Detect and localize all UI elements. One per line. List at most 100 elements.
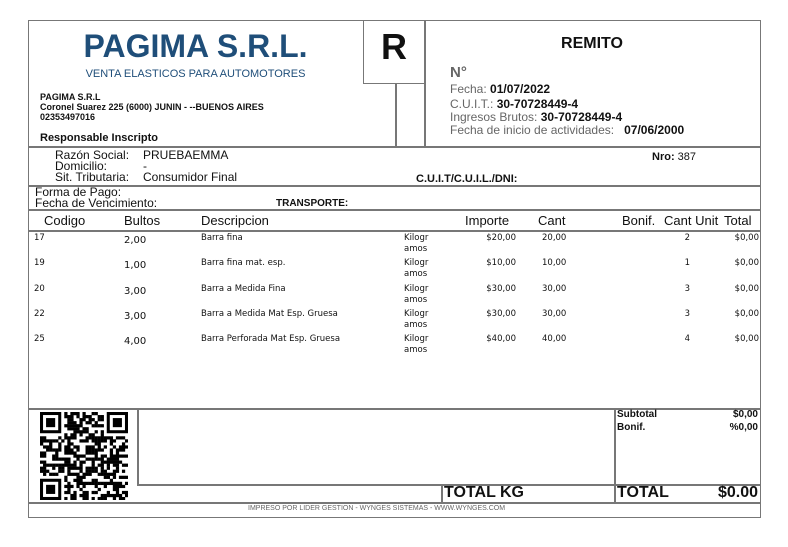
cell-descripcion: Barra a Medida Mat Esp. Gruesa: [201, 308, 338, 319]
sit-label: Sit. Tributaria:: [55, 170, 130, 184]
cuit-dni-label: C.U.I.T/C.U.I.L./DNI:: [416, 173, 518, 185]
company-logo-name: PAGIMA S.R.L.: [83, 28, 308, 64]
cell-cant: 10,00: [542, 258, 567, 269]
cell-descripcion: Barra a Medida Fina: [201, 283, 286, 294]
divider: [28, 146, 761, 148]
col-importe: Importe: [465, 213, 510, 228]
iibb-value: 30-70728449-4: [540, 110, 623, 124]
cell-unidad: amos: [404, 244, 428, 254]
company-tagline: VENTA ELASTICOS PARA AUTOMOTORES: [85, 68, 306, 80]
cell-codigo: 22: [34, 308, 45, 319]
total-kg-label: TOTAL KG: [444, 484, 524, 501]
bonif-label: Bonif.: [617, 422, 646, 433]
company-address: Coronel Suarez 225 (6000) JUNIN - --BUEN…: [40, 102, 264, 112]
cell-cant: 40,00: [542, 334, 567, 345]
cell-cant-unit: 3: [684, 283, 690, 294]
cell-unidad: amos: [404, 319, 428, 330]
cell-cant-unit: 1: [684, 258, 690, 269]
total-label: TOTAL: [617, 484, 669, 501]
divider: [28, 502, 761, 504]
cell-importe: $30,00: [486, 283, 516, 294]
col-bonif: Bonif.: [622, 213, 656, 228]
cell-codigo: 17: [34, 233, 45, 243]
cell-codigo: 25: [34, 334, 45, 345]
cell-cant: 30,00: [542, 308, 567, 319]
cell-cant-unit: 4: [684, 334, 690, 345]
divider: [395, 83, 397, 147]
cell-total: $0,00: [734, 308, 759, 319]
cell-total: $0,00: [734, 258, 759, 269]
cell-unidad1: Kilogr: [404, 308, 429, 319]
nro-value: 387: [677, 151, 697, 163]
col-codigo: Codigo: [44, 213, 86, 228]
cell-total: $0,00: [734, 334, 759, 345]
document-letter: R: [381, 26, 407, 67]
col-bultos: Bultos: [124, 213, 161, 228]
forma-pago-label: Forma de Pago:: [35, 185, 122, 199]
cell-importe: $20,00: [486, 233, 516, 243]
col-cant-unit: Cant Unit: [664, 213, 719, 228]
domicilio-label: Domicilio:: [55, 159, 108, 173]
cell-importe: $10,00: [486, 258, 516, 269]
cell-total: $0,00: [734, 233, 759, 243]
divider: [441, 484, 443, 503]
cuit-label: C.U.I.T.:: [450, 97, 494, 111]
col-descripcion: Descripcion: [201, 213, 269, 228]
sit-value: Consumidor Final: [143, 170, 238, 184]
divider: [137, 408, 139, 485]
cell-importe: $40,00: [486, 334, 516, 345]
cell-cant: 30,00: [542, 283, 567, 294]
cell-bultos: 2,00: [124, 235, 147, 246]
cell-codigo: 19: [34, 258, 45, 269]
vencimiento-label: Fecha de Vencimiento:: [35, 196, 158, 210]
cell-unidad1: Kilogr: [404, 283, 429, 294]
cell-bultos: 3,00: [124, 285, 147, 297]
total-value: $0.00: [717, 484, 758, 501]
divider: [137, 484, 761, 486]
divider: [28, 230, 761, 232]
document-number-label: N°: [450, 64, 467, 81]
cell-unidad: amos: [404, 269, 428, 280]
inicio-value: 07/06/2000: [624, 123, 685, 137]
col-cant: Cant: [538, 213, 566, 228]
bonif-value: %0,00: [729, 422, 758, 433]
document-type: REMITO: [561, 35, 623, 52]
cell-unidad1: Kilogr: [404, 334, 429, 345]
cell-codigo: 20: [34, 283, 45, 294]
transporte-label: TRANSPORTE:: [276, 198, 349, 209]
cell-cant-unit: 2: [684, 233, 690, 243]
nro-label: Nro:: [652, 151, 675, 163]
cell-unidad1: Kilogr: [404, 258, 429, 269]
cell-bultos: 3,00: [124, 310, 147, 322]
fecha-label: Fecha:: [450, 82, 487, 96]
cell-importe: $30,00: [486, 308, 516, 319]
cell-cant: 20,00: [542, 233, 567, 243]
company-tax-status: Responsable Inscripto: [40, 132, 158, 144]
razon-value: PRUEBAEMMA: [143, 148, 229, 162]
fecha-value: 01/07/2022: [490, 82, 551, 96]
subtotal-label: Subtotal: [617, 409, 657, 420]
domicilio-value: -: [143, 159, 147, 173]
company-name: PAGIMA S.R.L: [40, 92, 101, 102]
cell-descripcion: Barra fina: [201, 233, 243, 243]
cell-cant-unit: 3: [684, 308, 690, 319]
cell-descripcion: Barra Perforada Mat Esp. Gruesa: [201, 334, 341, 345]
inicio-label: Fecha de inicio de actividades:: [450, 123, 615, 137]
cell-bultos: 4,00: [124, 336, 147, 348]
divider: [28, 185, 761, 187]
divider: [424, 20, 426, 147]
col-total: Total: [724, 213, 752, 228]
divider: [28, 209, 761, 211]
cell-bultos: 1,00: [124, 260, 147, 272]
cell-unidad1: Kilogr: [404, 233, 429, 243]
cell-unidad: amos: [404, 294, 428, 305]
cell-unidad: amos: [404, 345, 428, 356]
divider: [614, 408, 616, 503]
divider: [28, 408, 761, 410]
qr-code: [40, 412, 128, 500]
cell-total: $0,00: [734, 283, 759, 294]
cell-descripcion: Barra fina mat. esp.: [201, 258, 286, 269]
subtotal-value: $0,00: [732, 409, 758, 420]
razon-label: Razón Social:: [55, 148, 130, 162]
